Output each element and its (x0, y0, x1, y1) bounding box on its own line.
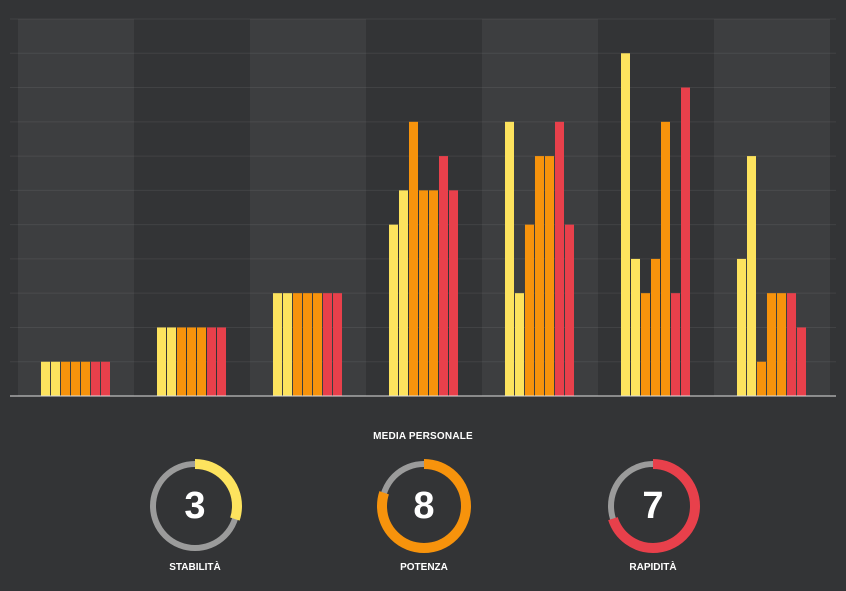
bar-g2-b6 (207, 327, 216, 396)
bar-g1-b2 (51, 361, 60, 396)
bar-g2-b4 (187, 327, 196, 396)
gauge-value-potenza: 8 (413, 485, 435, 527)
bar-g4-b7 (449, 190, 458, 396)
bar-g4-b3 (409, 121, 418, 397)
bar-g5-b3 (525, 224, 534, 396)
bar-g3-b7 (333, 293, 342, 396)
bar-g5-b2 (515, 293, 524, 396)
gauge-stabilita: 3 (145, 456, 245, 556)
bar-g2-b1 (157, 327, 166, 396)
bar-g1-b6 (91, 361, 100, 396)
gauge-label-potenza: POTENZA (400, 562, 448, 573)
bar-g2-b5 (197, 327, 206, 396)
bar-g3-b5 (313, 293, 322, 396)
bar-g6-b5 (661, 121, 670, 397)
gauge-ring-icon (606, 459, 700, 553)
bar-g1-b5 (81, 361, 90, 396)
gauge-arc-potenza (377, 459, 471, 553)
gauge-ring-icon (148, 459, 242, 553)
bar-g6-b4 (651, 258, 660, 396)
gauge-potenza: 8 (374, 456, 474, 556)
gauge-arc-stabilita (148, 459, 242, 553)
bar-g2-b7 (217, 327, 226, 396)
gauge-label-stabilita: STABILITÀ (169, 562, 221, 573)
bar-g7-b1 (737, 258, 746, 396)
bar-g5-b7 (565, 224, 574, 396)
gauge-arc-rapidita (606, 459, 700, 553)
gauge-value-stabilita: 3 (184, 485, 206, 527)
bar-g6-b7 (681, 87, 690, 396)
bar-g6-b6 (671, 293, 680, 396)
bar-g7-b4 (767, 293, 776, 396)
bar-g3-b3 (293, 293, 302, 396)
bar-chart (10, 18, 836, 397)
bar-g5-b1 (505, 121, 514, 397)
bar-g7-b6 (787, 293, 796, 396)
summary-title: MEDIA PERSONALE (373, 431, 473, 442)
bar-g6-b2 (631, 258, 640, 396)
bar-g7-b7 (797, 327, 806, 396)
bar-g4-b4 (419, 190, 428, 396)
bar-g5-b5 (545, 156, 554, 396)
bar-g7-b3 (757, 361, 766, 396)
gauge-label-rapidita: RAPIDITÀ (629, 562, 677, 573)
bar-g6-b3 (641, 293, 650, 396)
bar-g7-b2 (747, 156, 756, 396)
bar-g1-b3 (61, 361, 70, 396)
bar-g1-b1 (41, 361, 50, 396)
bar-g3-b6 (323, 293, 332, 396)
gauge-rapidita: 7 (603, 456, 703, 556)
bar-g5-b4 (535, 156, 544, 396)
bar-g3-b2 (283, 293, 292, 396)
bar-g5-b6 (555, 121, 564, 397)
bar-g1-b7 (101, 361, 110, 396)
bar-g4-b5 (429, 190, 438, 396)
bar-g4-b1 (389, 224, 398, 396)
bar-g4-b2 (399, 190, 408, 396)
column-bg-1 (18, 19, 134, 396)
bar-g1-b4 (71, 361, 80, 396)
bars (41, 53, 806, 397)
bar-g7-b5 (777, 293, 786, 396)
bar-g3-b4 (303, 293, 312, 396)
bar-g3-b1 (273, 293, 282, 396)
bar-g2-b3 (177, 327, 186, 396)
bar-g2-b2 (167, 327, 176, 396)
bar-g4-b6 (439, 156, 448, 396)
gauge-ring-icon (377, 459, 471, 553)
gauge-value-rapidita: 7 (642, 485, 664, 527)
bar-g6-b1 (621, 53, 630, 396)
